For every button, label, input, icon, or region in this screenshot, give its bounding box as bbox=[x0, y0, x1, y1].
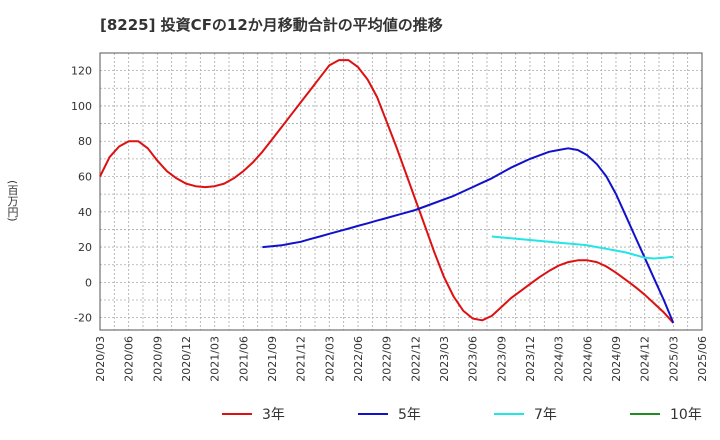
x-tick-label: 2024/09 bbox=[610, 336, 623, 382]
x-tick-label: 2023/03 bbox=[438, 336, 451, 382]
legend: 3年 5年 7年 10年 bbox=[222, 407, 702, 423]
y-tick-label: 100 bbox=[71, 100, 92, 113]
y-tick-label: 0 bbox=[85, 276, 92, 289]
x-tick-label: 2024/06 bbox=[581, 336, 594, 382]
x-tick-label: 2023/09 bbox=[495, 336, 508, 382]
y-axis-ticks: -20 0 20 40 60 80 100 120 bbox=[71, 65, 92, 325]
x-tick-label: 2025/03 bbox=[667, 336, 680, 382]
series-line-5年 bbox=[262, 147, 675, 324]
y-tick-label: 120 bbox=[71, 65, 92, 78]
y-axis-unit-label: (百万円) bbox=[6, 180, 19, 222]
legend-label: 5年 bbox=[398, 407, 421, 423]
legend-label: 7年 bbox=[534, 407, 557, 423]
y-tick-label: 60 bbox=[78, 171, 92, 184]
x-tick-label: 2022/06 bbox=[352, 336, 365, 382]
y-tick-label: 20 bbox=[78, 241, 92, 254]
series-lines bbox=[99, 59, 675, 324]
x-tick-label: 2023/06 bbox=[467, 336, 480, 382]
x-tick-label: 2022/12 bbox=[409, 336, 422, 382]
legend-label: 10年 bbox=[670, 407, 702, 423]
y-tick-label: 80 bbox=[78, 135, 92, 148]
x-tick-label: 2021/12 bbox=[295, 336, 308, 382]
series-line-7年 bbox=[491, 235, 674, 260]
x-tick-label: 2021/09 bbox=[266, 336, 279, 382]
x-tick-label: 2024/12 bbox=[639, 336, 652, 382]
series-line-3年 bbox=[99, 59, 675, 324]
x-tick-label: 2021/03 bbox=[209, 336, 222, 382]
x-axis-ticks: 2020/03 2020/06 2020/09 2020/12 2021/03 2021/… bbox=[94, 336, 709, 382]
x-tick-label: 2020/12 bbox=[180, 336, 193, 382]
x-tick-label: 2023/12 bbox=[524, 336, 537, 382]
x-tick-label: 2025/06 bbox=[696, 336, 709, 382]
x-tick-label: 2020/06 bbox=[123, 336, 136, 382]
chart-title: [8225] 投資CFの12か月移動合計の平均値の推移 bbox=[100, 16, 443, 34]
x-tick-label: 2022/03 bbox=[323, 336, 336, 382]
grid-lines bbox=[100, 53, 702, 330]
x-tick-label: 2020/09 bbox=[151, 336, 164, 382]
y-tick-label: -20 bbox=[74, 312, 92, 325]
y-tick-label: 40 bbox=[78, 206, 92, 219]
plot-frame bbox=[99, 52, 703, 331]
x-tick-label: 2021/06 bbox=[237, 336, 250, 382]
x-tick-label: 2020/03 bbox=[94, 336, 107, 382]
x-tick-label: 2022/09 bbox=[381, 336, 394, 382]
x-tick-label: 2024/03 bbox=[553, 336, 566, 382]
legend-label: 3年 bbox=[262, 407, 285, 423]
